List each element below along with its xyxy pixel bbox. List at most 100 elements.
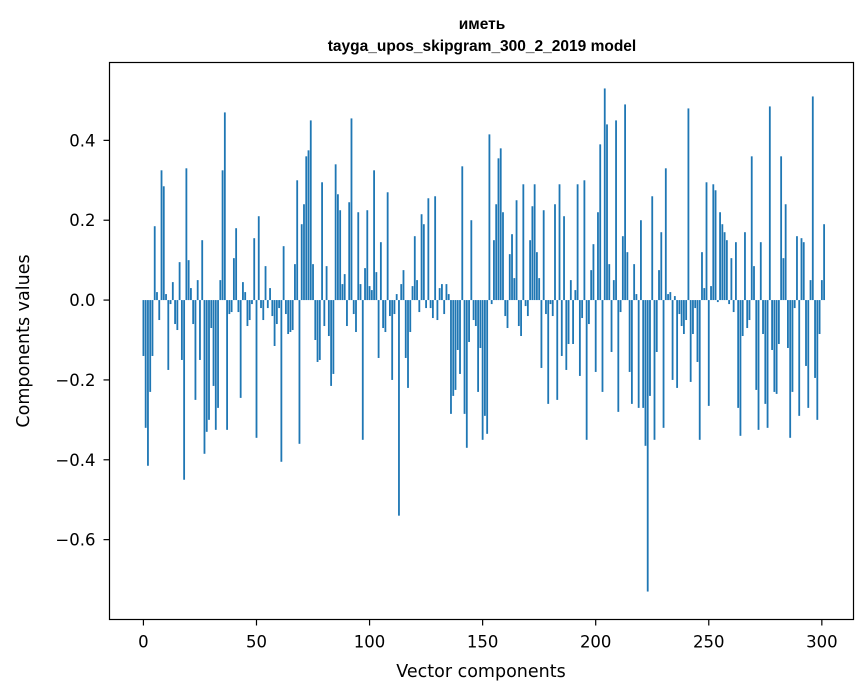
bar <box>465 300 468 448</box>
bar <box>651 196 654 301</box>
bar <box>468 300 470 342</box>
bar <box>520 300 522 337</box>
bar <box>499 148 502 301</box>
bar <box>171 282 174 301</box>
bar <box>780 156 783 301</box>
x-axis-ticks: 0 50 100 150 200 250 300 <box>138 619 838 652</box>
bar <box>757 300 760 430</box>
bar <box>190 288 192 301</box>
bar <box>239 300 242 398</box>
bar <box>807 300 810 408</box>
bar <box>488 134 491 301</box>
bar <box>628 300 631 372</box>
bar <box>389 300 391 317</box>
bar <box>463 300 466 414</box>
bar <box>386 192 389 301</box>
bar <box>748 300 751 321</box>
bar <box>452 300 455 396</box>
bar <box>183 300 186 480</box>
bar <box>384 300 387 333</box>
bar <box>407 300 409 388</box>
bar <box>483 300 486 416</box>
bar <box>400 284 403 301</box>
bar <box>246 300 249 327</box>
bar <box>565 300 568 370</box>
bar <box>517 300 520 327</box>
bar <box>802 242 805 301</box>
bar <box>766 300 769 428</box>
bar <box>192 300 195 325</box>
bar <box>640 220 642 301</box>
bar <box>533 184 536 301</box>
bar <box>382 300 385 329</box>
x-tick-label: 0 <box>138 633 149 652</box>
bar <box>379 242 382 301</box>
bar <box>420 214 423 301</box>
y-tick-label: 0.4 <box>69 131 95 150</box>
bar <box>395 294 398 301</box>
bar <box>687 108 690 301</box>
bar <box>789 300 792 438</box>
bar <box>174 300 176 325</box>
bar <box>187 260 190 301</box>
bar <box>750 156 753 301</box>
bar <box>646 300 649 592</box>
bar <box>551 300 554 317</box>
bar <box>300 224 303 301</box>
bar <box>409 300 412 333</box>
bar <box>626 252 629 301</box>
bar <box>418 300 421 313</box>
bar <box>474 300 477 327</box>
bar <box>223 112 226 301</box>
bar <box>768 106 771 301</box>
bar <box>692 300 694 335</box>
bar <box>549 300 552 305</box>
bar <box>359 284 362 301</box>
bar <box>212 300 215 386</box>
bar <box>698 300 701 440</box>
bar <box>323 300 326 327</box>
bar <box>673 296 676 301</box>
bar <box>262 300 265 321</box>
bar <box>755 300 758 390</box>
bar <box>318 300 321 360</box>
bar <box>237 300 240 313</box>
bar <box>554 204 556 301</box>
bar <box>208 300 210 420</box>
bar <box>416 280 418 301</box>
bar <box>515 200 518 301</box>
bar <box>370 290 373 301</box>
bar <box>630 300 633 404</box>
y-tick-label: −0.6 <box>55 531 95 550</box>
bar <box>253 238 256 301</box>
bar <box>289 300 292 333</box>
bar <box>350 118 353 301</box>
bar <box>637 300 640 408</box>
bar <box>791 300 794 392</box>
bar <box>343 274 346 301</box>
bar <box>228 300 231 315</box>
bar <box>242 282 244 301</box>
x-tick-label: 100 <box>354 633 386 652</box>
bar <box>413 236 416 301</box>
bar <box>434 196 437 301</box>
bar <box>427 198 430 301</box>
bar <box>316 300 319 362</box>
bar <box>162 186 165 301</box>
bar <box>694 300 697 309</box>
bar <box>606 124 608 301</box>
bar <box>712 184 715 301</box>
bar <box>497 158 500 301</box>
bar <box>671 300 674 380</box>
bar <box>149 300 152 392</box>
bar <box>762 300 764 335</box>
bar <box>746 300 749 329</box>
bar <box>438 288 441 301</box>
bar <box>642 300 645 408</box>
bar <box>490 300 493 305</box>
bar <box>454 300 457 390</box>
bar <box>529 240 532 301</box>
bar <box>732 300 735 313</box>
bar <box>325 266 328 301</box>
bar <box>375 272 378 301</box>
